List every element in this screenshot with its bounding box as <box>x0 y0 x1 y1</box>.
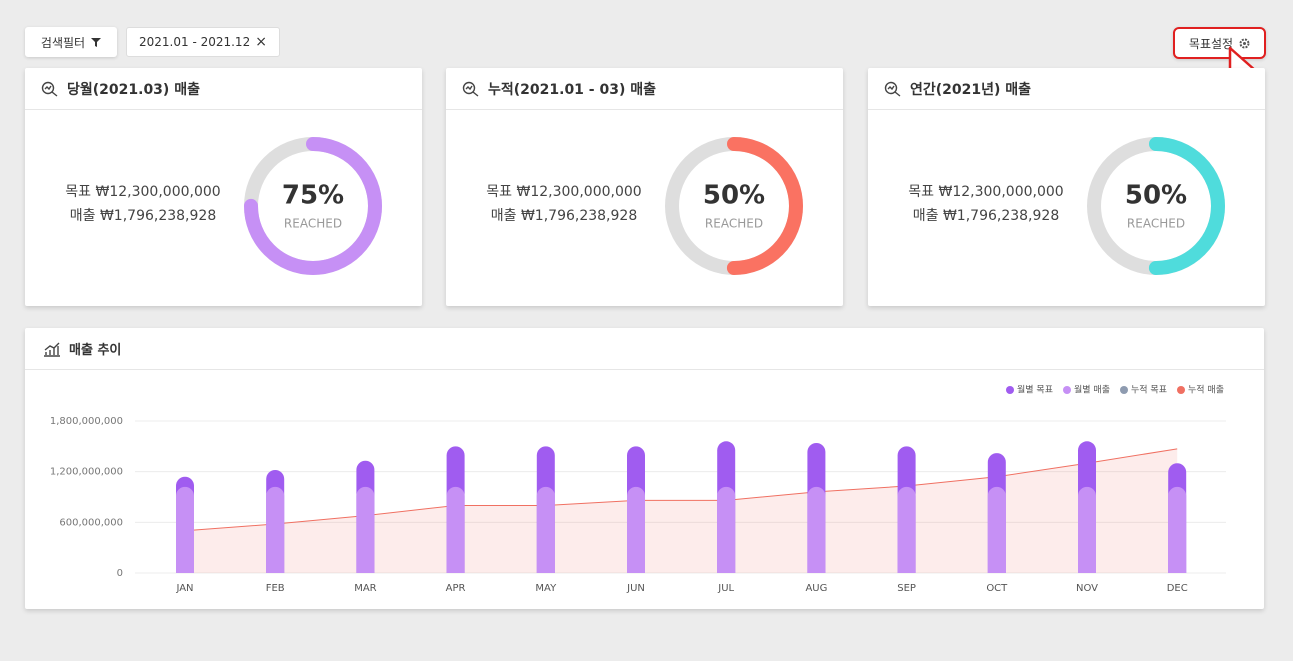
x-tick-label: FEB <box>266 583 285 594</box>
bar <box>717 486 736 573</box>
y-tick-label: 1,800,000,000 <box>50 416 123 427</box>
card-header: 연간(2021년) 매출 <box>868 68 1265 110</box>
goal-button[interactable]: 목표설정 <box>1173 27 1266 59</box>
card-info: 목표 ₩12,300,000,000 매출 ₩1,796,238,928 <box>446 180 682 228</box>
chart: 0 600,000,000 1,200,000,000 1,800,000,000 JA… <box>50 384 1226 594</box>
legend-label: 월별 매출 <box>1074 384 1110 396</box>
bar <box>627 486 645 573</box>
card-header: 누적(2021.01 - 03) 매출 <box>446 68 843 110</box>
x-tick-label: SEP <box>897 583 916 594</box>
card-info: 목표 ₩12,300,000,000 매출 ₩1,796,238,928 <box>25 180 261 228</box>
card-title: 연간(2021년) 매출 <box>910 81 1032 98</box>
bar <box>176 486 194 573</box>
percent-label: 50% <box>1125 181 1187 211</box>
card-icon <box>884 81 901 97</box>
x-tick-label: JUN <box>626 583 645 594</box>
x-tick-label: MAR <box>354 583 376 594</box>
status-label: REACHED <box>705 217 763 231</box>
card-info: 목표 ₩12,300,000,000 매출 ₩1,796,238,928 <box>868 180 1104 228</box>
chart-icon <box>44 342 60 357</box>
legend-label: 누적 목표 <box>1131 384 1167 396</box>
legend-label: 누적 매출 <box>1188 384 1224 396</box>
filter-button[interactable]: 검색필터 <box>25 27 117 57</box>
filter-label: 검색필터 <box>40 35 86 50</box>
status-label: REACHED <box>1127 217 1185 231</box>
bar <box>356 486 375 573</box>
filter-icon <box>91 38 102 47</box>
chart-header: 매출 추이 <box>25 328 1264 370</box>
x-tick-label: JUL <box>717 583 734 594</box>
legend-swatch <box>1177 386 1185 394</box>
gear-icon <box>1239 38 1250 48</box>
y-tick-label: 1,200,000,000 <box>50 467 123 478</box>
target-text: 목표 ₩12,300,000,000 <box>65 184 221 200</box>
card-header: 당월(2021.03) 매출 <box>25 68 422 110</box>
date-range-text: 2021.01 - 2021.12 <box>139 35 251 49</box>
x-tick-label: NOV <box>1076 583 1098 594</box>
donut-arc <box>244 137 382 275</box>
bar <box>897 486 916 573</box>
donut-arc <box>1087 137 1225 275</box>
bar <box>266 486 285 573</box>
card-title: 누적(2021.01 - 03) 매출 <box>488 81 656 98</box>
y-tick-label: 600,000,000 <box>59 517 123 528</box>
legend-swatch <box>1120 386 1128 394</box>
percent-label: 75% <box>282 181 344 211</box>
x-tick-label: OCT <box>986 583 1008 594</box>
date-range[interactable]: 2021.01 - 2021.12 × <box>126 27 280 57</box>
bar <box>987 486 1006 573</box>
area-line <box>184 448 1178 532</box>
bar <box>446 486 465 573</box>
goal-label: 목표설정 <box>1188 36 1234 51</box>
card-icon <box>41 81 58 97</box>
card-title: 당월(2021.03) 매출 <box>67 81 200 98</box>
chart-card: 매출 추이 0 600,000,000 1,200,000,000 1,800,000… <box>25 328 1264 609</box>
target-text: 목표 ₩12,300,000,000 <box>908 184 1064 200</box>
legend-swatch <box>1006 386 1014 394</box>
donut-arc <box>665 137 803 275</box>
bar <box>536 486 555 573</box>
chart-title: 매출 추이 <box>69 343 122 358</box>
card-icon <box>462 81 479 97</box>
x-tick-label: APR <box>446 583 466 594</box>
sales-text: 매출 ₩1,796,238,928 <box>912 208 1060 224</box>
area-fill <box>185 448 1178 573</box>
x-tick-label: MAY <box>535 583 557 594</box>
y-tick-label: 0 <box>117 568 123 579</box>
sales-text: 매출 ₩1,796,238,928 <box>490 208 638 224</box>
donut: 50% REACHED <box>1087 137 1225 275</box>
target-text: 목표 ₩12,300,000,000 <box>486 184 642 200</box>
percent-label: 50% <box>703 181 765 211</box>
x-tick-label: AUG <box>805 583 827 594</box>
legend-swatch <box>1063 386 1071 394</box>
bar <box>1168 486 1187 573</box>
bar <box>1078 486 1096 573</box>
bar <box>807 486 826 573</box>
clear-icon[interactable]: × <box>255 34 267 50</box>
legend-label: 월별 목표 <box>1017 384 1053 396</box>
donut: 50% REACHED <box>665 137 803 275</box>
x-tick-label: JAN <box>175 583 193 594</box>
status-label: REACHED <box>284 217 342 231</box>
x-tick-label: DEC <box>1167 583 1188 594</box>
sales-text: 매출 ₩1,796,238,928 <box>69 208 217 224</box>
donut: 75% REACHED <box>244 137 382 275</box>
